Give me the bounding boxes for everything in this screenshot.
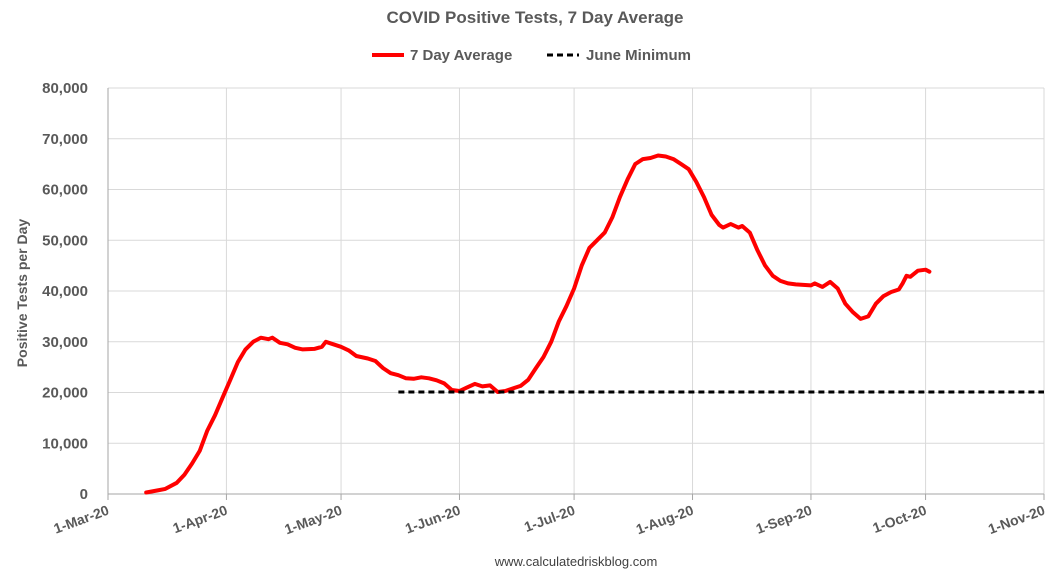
legend: 7 Day Average June Minimum <box>372 47 691 64</box>
x-tick-label: 1-May-20 <box>282 502 344 538</box>
y-tick-label: 60,000 <box>42 182 88 199</box>
gridlines <box>108 87 1045 494</box>
y-tick-label: 80,000 <box>42 80 88 97</box>
y-tick-label: 0 <box>80 486 88 503</box>
x-tick-label: 1-Oct-20 <box>870 502 928 536</box>
y-tick-label: 70,000 <box>42 131 88 148</box>
axes <box>107 88 1045 500</box>
y-tick-labels: 0 10,000 20,000 30,000 40,000 50,000 60,000 70,… <box>42 80 88 503</box>
legend-label-june-minimum: June Minimum <box>586 47 691 64</box>
series-line-7-day-average <box>144 153 932 495</box>
y-tick-label: 40,000 <box>42 283 88 300</box>
y-tick-label: 20,000 <box>42 385 88 402</box>
x-tick-label: 1-Aug-20 <box>634 502 696 538</box>
y-tick-label: 10,000 <box>42 435 88 452</box>
x-tick-label: 1-Jun-20 <box>403 502 463 537</box>
y-axis-label: Positive Tests per Day <box>14 219 30 368</box>
x-tick-label: 1-Mar-20 <box>51 502 111 537</box>
x-tick-label: 1-Apr-20 <box>171 502 230 537</box>
y-tick-label: 50,000 <box>42 232 88 249</box>
source-label: www.calculatedriskblog.com <box>494 554 658 569</box>
x-tick-label: 1-Sep-20 <box>754 502 815 537</box>
x-tick-label: 1-Nov-20 <box>986 502 1047 537</box>
x-tick-label: 1-Jul-20 <box>522 502 577 535</box>
chart-title: COVID Positive Tests, 7 Day Average <box>387 8 684 27</box>
x-tick-labels: 1-Mar-20 1-Apr-20 1-May-20 1-Jun-20 1-Jul-20… <box>51 502 1047 538</box>
series-lines <box>144 153 1044 495</box>
legend-label-7-day-average: 7 Day Average <box>410 47 512 64</box>
y-tick-label: 30,000 <box>42 334 88 351</box>
